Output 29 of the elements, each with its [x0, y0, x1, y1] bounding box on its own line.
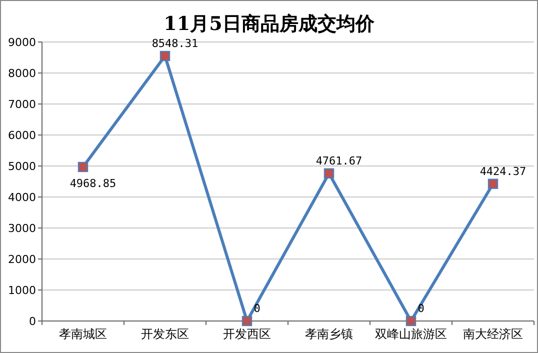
point	[488, 178, 498, 189]
data-label: 4424.37	[480, 164, 526, 178]
y-tick-label: 5000	[8, 160, 36, 173]
y-tick-label: 6000	[8, 129, 36, 142]
data-label: 8548.31	[152, 37, 198, 50]
point	[406, 316, 416, 326]
x-tick-label: 开发西区	[223, 327, 271, 341]
point	[78, 162, 88, 172]
data-label: 0	[418, 302, 424, 315]
point	[242, 316, 252, 326]
y-tick-label: 9000	[8, 36, 36, 49]
y-tick-label: 0	[29, 315, 36, 328]
x-tick-label: 南大经济区	[463, 327, 523, 341]
y-tick-label: 4000	[8, 191, 36, 204]
y-tick-label: 1000	[8, 284, 36, 297]
data-label: 0	[254, 302, 260, 315]
point	[324, 168, 334, 178]
x-tick-label: 双峰山旅游区	[375, 327, 447, 341]
y-tick-label: 8000	[8, 67, 36, 80]
data-label: 4761.67	[316, 154, 362, 168]
data-label: 4968.85	[70, 176, 116, 190]
y-tick-label: 7000	[8, 98, 36, 111]
chart-title: 11月5日商品房成交均价	[164, 13, 376, 35]
y-tick-label: 3000	[8, 222, 36, 235]
x-tick-label: 开发东区	[141, 327, 189, 341]
x-tick-label: 孝南城区	[59, 327, 107, 341]
y-tick-label: 2000	[8, 253, 36, 266]
x-tick-label: 孝南乡镇	[305, 327, 353, 341]
point	[160, 50, 170, 62]
